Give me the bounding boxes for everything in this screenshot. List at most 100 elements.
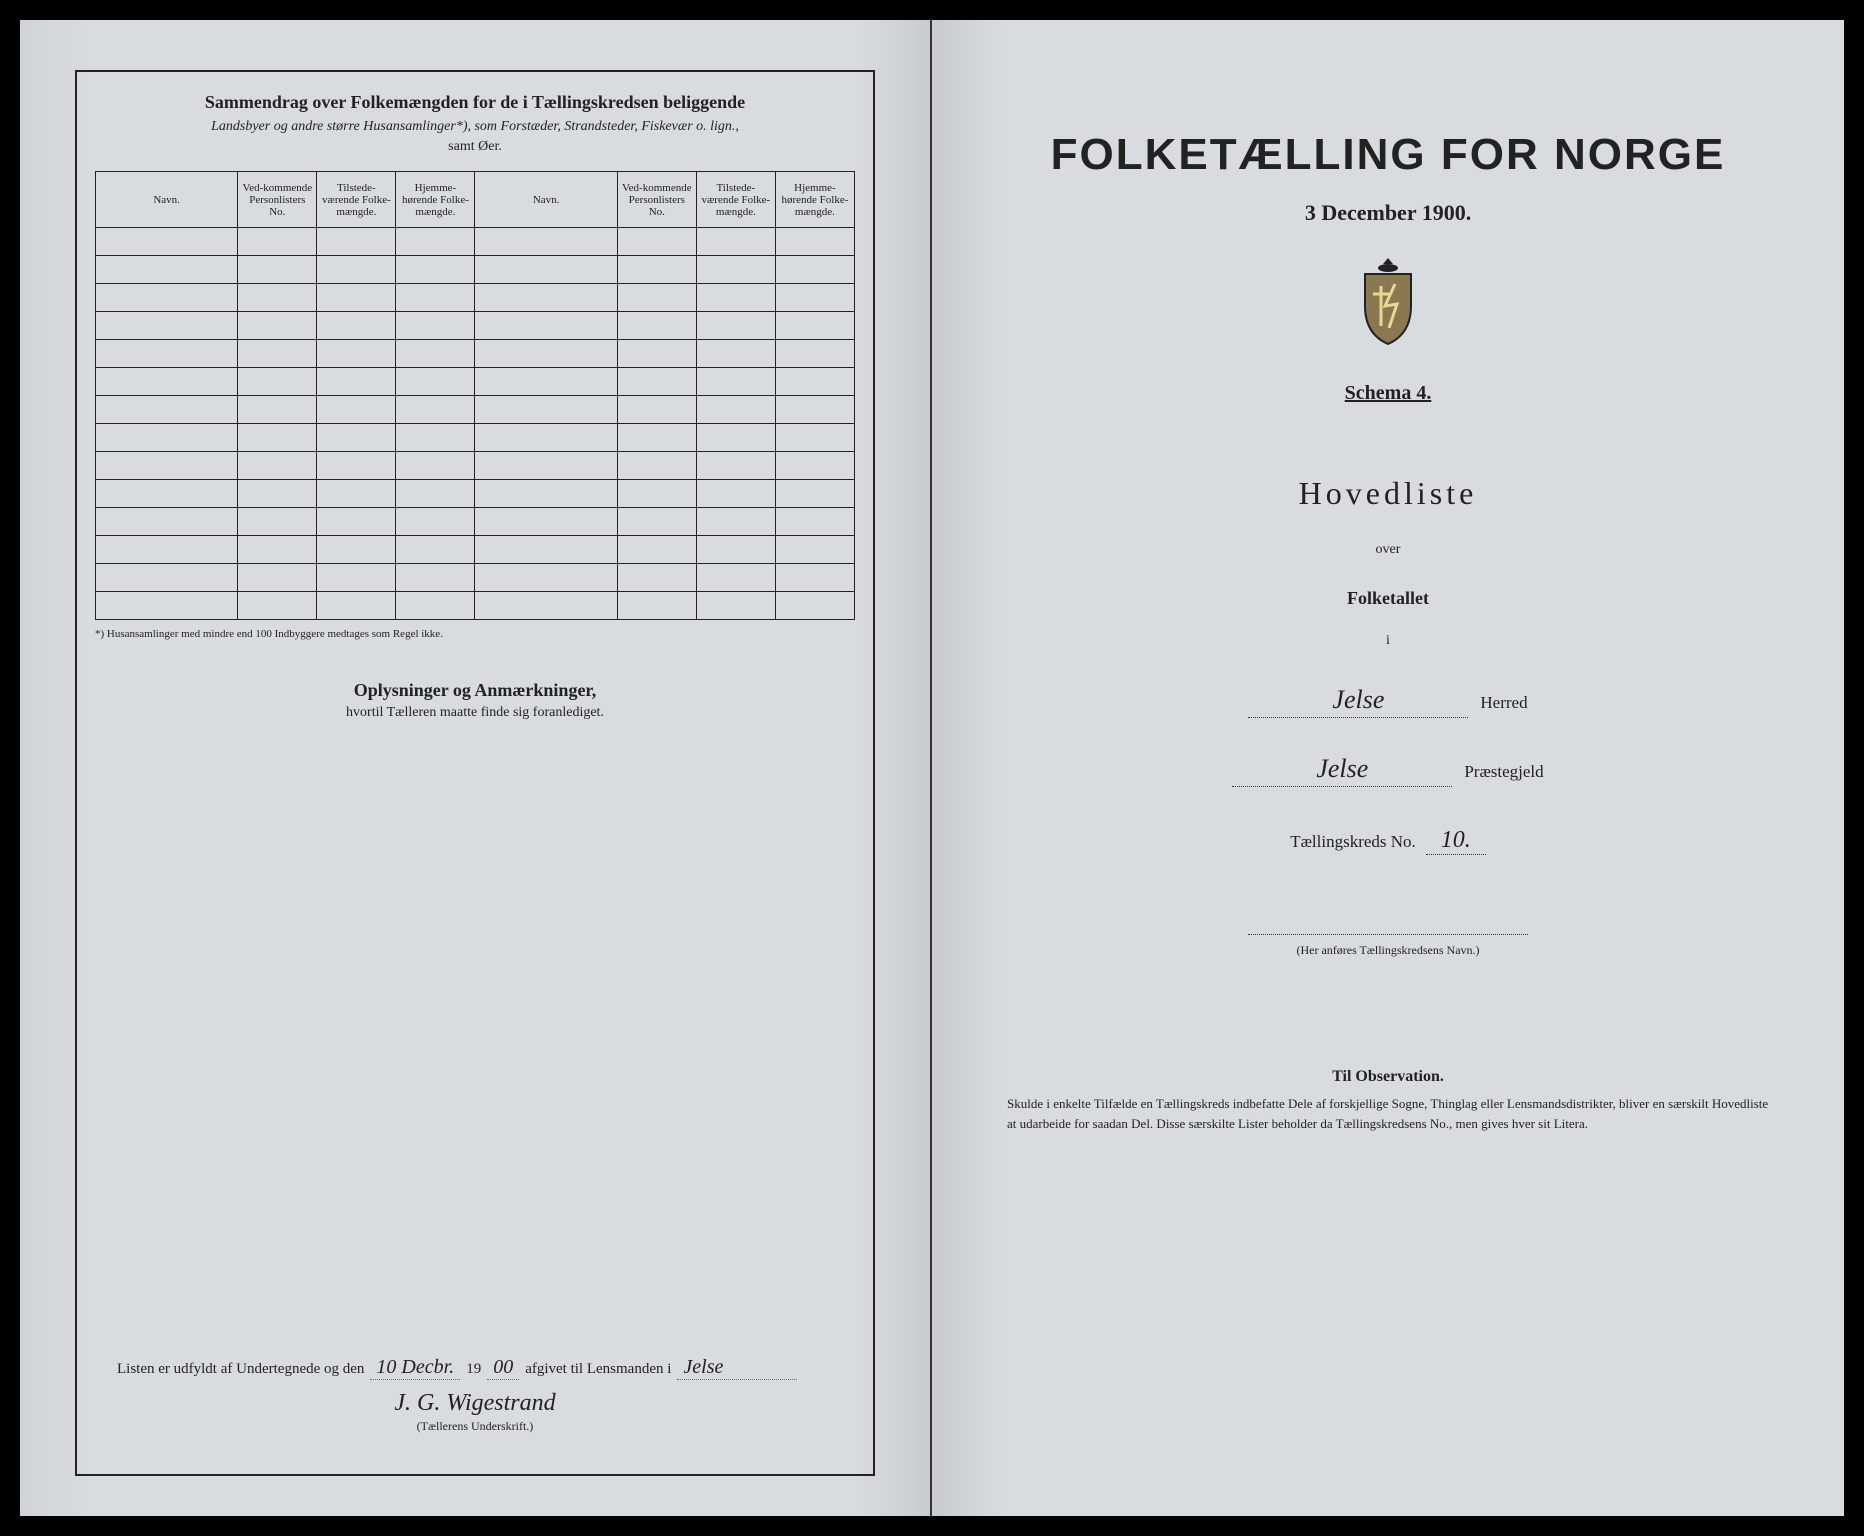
table-row — [96, 284, 855, 312]
table-cell — [775, 536, 854, 564]
table-cell — [396, 284, 475, 312]
table-cell — [96, 340, 238, 368]
kreds-no: 10. — [1426, 827, 1486, 855]
table-cell — [96, 592, 238, 620]
kreds-row: Tællingskreds No. 10. — [987, 827, 1789, 855]
i-label: i — [987, 633, 1789, 649]
table-cell — [475, 536, 617, 564]
signature-block: Listen er udfyldt af Undertegnede og den… — [117, 1356, 833, 1434]
table-cell — [617, 396, 696, 424]
crest-icon — [1353, 256, 1423, 346]
table-cell — [238, 368, 317, 396]
date-line: 3 December 1900. — [987, 200, 1789, 226]
table-cell — [775, 480, 854, 508]
table-cell — [238, 564, 317, 592]
table-cell — [317, 396, 396, 424]
table-cell — [96, 452, 238, 480]
table-cell — [696, 508, 775, 536]
table-cell — [696, 340, 775, 368]
table-cell — [317, 536, 396, 564]
table-cell — [696, 536, 775, 564]
left-page: Sammendrag over Folkemængden for de i Tæ… — [20, 20, 932, 1516]
footnote: *) Husansamlinger med mindre end 100 Ind… — [95, 628, 855, 640]
table-cell — [475, 228, 617, 256]
table-cell — [775, 312, 854, 340]
table-header: Ved-kommende Personlisters No. — [617, 172, 696, 228]
table-row — [96, 340, 855, 368]
observation-body: Skulde i enkelte Tilfælde en Tællingskre… — [987, 1094, 1789, 1133]
table-cell — [775, 452, 854, 480]
table-cell — [617, 312, 696, 340]
over-label: over — [987, 542, 1789, 558]
table-cell — [475, 256, 617, 284]
table-cell — [775, 424, 854, 452]
praeste-fill: Jelse — [1232, 754, 1452, 787]
table-header: Ved-kommende Personlisters No. — [238, 172, 317, 228]
right-page: FOLKETÆLLING FOR NORGE 3 December 1900. … — [932, 20, 1844, 1516]
table-cell — [238, 340, 317, 368]
table-cell — [775, 508, 854, 536]
table-row — [96, 368, 855, 396]
table-cell — [317, 368, 396, 396]
table-cell — [96, 536, 238, 564]
table-cell — [96, 564, 238, 592]
table-cell — [396, 312, 475, 340]
table-header: Hjemme-hørende Folke-mængde. — [775, 172, 854, 228]
table-cell — [96, 480, 238, 508]
praestegjeld-row: Jelse Præstegjeld — [987, 754, 1789, 787]
table-header: Navn. — [96, 172, 238, 228]
table-row — [96, 256, 855, 284]
table-cell — [317, 340, 396, 368]
table-cell — [96, 508, 238, 536]
left-subtitle: Landsbyer og andre større Husansamlinger… — [95, 119, 855, 135]
table-cell — [617, 284, 696, 312]
table-cell — [96, 424, 238, 452]
table-cell — [396, 340, 475, 368]
table-row — [96, 396, 855, 424]
table-cell — [238, 312, 317, 340]
table-cell — [96, 228, 238, 256]
left-subtitle-text: Landsbyer og andre større Husansamlinger… — [211, 119, 739, 134]
table-cell — [475, 340, 617, 368]
oplysninger-title: Oplysninger og Anmærkninger, — [95, 680, 855, 701]
table-cell — [396, 564, 475, 592]
signature-line: Listen er udfyldt af Undertegnede og den… — [117, 1356, 833, 1380]
table-cell — [238, 536, 317, 564]
table-cell — [475, 592, 617, 620]
table-cell — [396, 396, 475, 424]
table-cell — [696, 564, 775, 592]
kreds-navn-line — [1248, 915, 1528, 935]
table-row — [96, 452, 855, 480]
table-cell — [475, 424, 617, 452]
folketallet: Folketallet — [987, 588, 1789, 609]
oplysninger-sub: hvortil Tælleren maatte finde sig foranl… — [95, 705, 855, 721]
table-cell — [696, 284, 775, 312]
sig-day: 10 Decbr. — [370, 1356, 460, 1380]
table-cell — [775, 564, 854, 592]
herred-fill: Jelse — [1248, 685, 1468, 718]
table-cell — [617, 228, 696, 256]
coat-of-arms — [987, 256, 1789, 346]
table-header: Hjemme-hørende Folke-mængde. — [396, 172, 475, 228]
main-title: FOLKETÆLLING FOR NORGE — [987, 130, 1789, 180]
herred-label: Herred — [1480, 693, 1527, 713]
table-header: Tilstede-værende Folke-mængde. — [317, 172, 396, 228]
table-cell — [617, 508, 696, 536]
table-cell — [317, 452, 396, 480]
sig-text-1: Listen er udfyldt af Undertegnede og den — [117, 1361, 364, 1378]
table-row — [96, 480, 855, 508]
signature-label: (Tællerens Underskrift.) — [117, 1419, 833, 1434]
table-cell — [775, 592, 854, 620]
table-cell — [475, 284, 617, 312]
table-cell — [475, 396, 617, 424]
table-cell — [317, 592, 396, 620]
summary-table: Navn.Ved-kommende Personlisters No.Tilst… — [95, 171, 855, 620]
table-cell — [475, 452, 617, 480]
left-title: Sammendrag over Folkemængden for de i Tæ… — [95, 92, 855, 113]
table-cell — [696, 368, 775, 396]
table-cell — [696, 424, 775, 452]
table-cell — [775, 256, 854, 284]
praeste-label: Præstegjeld — [1464, 762, 1543, 782]
table-cell — [617, 564, 696, 592]
table-cell — [475, 368, 617, 396]
